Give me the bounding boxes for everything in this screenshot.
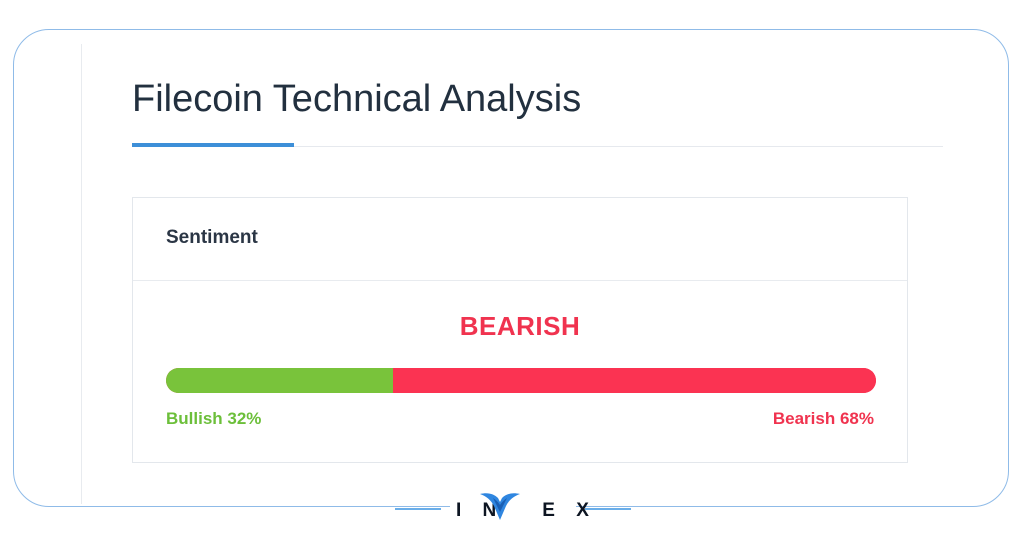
sentiment-card-title: Sentiment <box>166 227 258 248</box>
brand-divider-left <box>395 508 441 510</box>
bullish-label: Bullish 32% <box>166 409 262 428</box>
brand-letters-right: E X <box>542 500 597 521</box>
title-underline <box>132 146 943 147</box>
bearish-label: Bearish 68% <box>772 409 874 428</box>
sentiment-bar-bullish <box>166 368 394 393</box>
title-accent-bar <box>132 143 294 147</box>
sentiment-bar-bearish <box>393 368 876 393</box>
sidebar-divider <box>81 44 82 504</box>
sentiment-card: Sentiment BEARISH Bullish 32% Bearish 68… <box>132 197 908 463</box>
sentiment-card-header: Sentiment <box>133 198 907 281</box>
invex-v-logo-icon <box>480 493 520 520</box>
sentiment-bar <box>166 368 876 393</box>
sentiment-verdict: BEARISH <box>459 311 581 341</box>
page-title: Filecoin Technical Analysis <box>132 78 582 120</box>
brand-letters-left: I N <box>456 500 505 521</box>
brand-divider-right <box>585 508 631 510</box>
